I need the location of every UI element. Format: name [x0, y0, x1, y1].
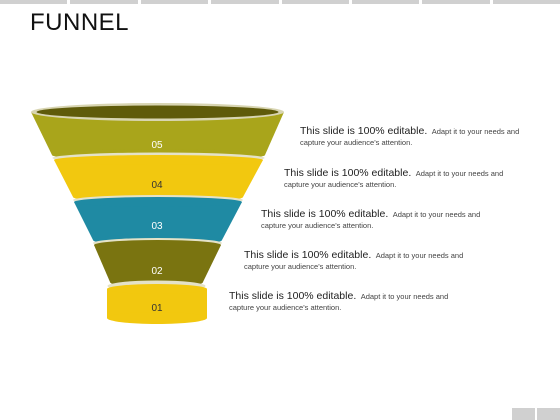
- description-lead: This slide is 100% editable.: [300, 125, 428, 137]
- description-line2: capture your audience's attention.: [229, 303, 342, 312]
- description-line2: capture your audience's attention.: [244, 262, 357, 271]
- level-number-03: 03: [151, 221, 163, 232]
- top-bar-segment: [281, 0, 349, 4]
- level-number-01: 01: [151, 303, 163, 314]
- description-lead: This slide is 100% editable.: [244, 249, 372, 261]
- description-rest: Adapt it to your needs and: [392, 210, 481, 219]
- description-lead: This slide is 100% editable.: [261, 208, 389, 220]
- description-line2: capture your audience's attention.: [300, 138, 413, 147]
- level-05-description: This slide is 100% editable. Adapt it to…: [300, 125, 560, 148]
- description-rest: Adapt it to your needs and: [375, 251, 464, 260]
- footer-box: [512, 408, 535, 420]
- description-line2: capture your audience's attention.: [261, 221, 374, 230]
- funnel-level-05[interactable]: [31, 103, 284, 161]
- level-03-description: This slide is 100% editable. Adapt it to…: [261, 208, 560, 231]
- level-number-02: 02: [151, 266, 163, 277]
- top-bar-segment: [492, 0, 560, 4]
- level-number-05: 05: [151, 140, 163, 151]
- description-lead: This slide is 100% editable.: [229, 290, 357, 302]
- level-number-04: 04: [151, 180, 163, 191]
- level-01-description: This slide is 100% editable. Adapt it to…: [229, 290, 529, 313]
- description-rest: Adapt it to your needs and: [415, 169, 504, 178]
- top-bar-segment: [0, 0, 68, 4]
- top-bar-segment: [70, 0, 138, 4]
- top-bar-segment: [140, 0, 209, 4]
- level-04-description: This slide is 100% editable. Adapt it to…: [284, 167, 560, 190]
- footer-box: [537, 408, 560, 420]
- top-bar-segment: [422, 0, 490, 4]
- funnel-level-04[interactable]: [54, 155, 263, 203]
- top-bar-segment: [351, 0, 420, 4]
- funnel-level-01[interactable]: [107, 284, 207, 324]
- description-lead: This slide is 100% editable.: [284, 167, 412, 179]
- level-02-description: This slide is 100% editable. Adapt it to…: [244, 249, 544, 272]
- description-rest: Adapt it to your needs and: [431, 127, 520, 136]
- description-rest: Adapt it to your needs and: [360, 292, 449, 301]
- funnel-level-03[interactable]: [74, 197, 242, 246]
- slide-title: FUNNEL: [30, 9, 130, 36]
- footer-decorative-boxes: [512, 408, 560, 420]
- top-bar-segment: [211, 0, 279, 4]
- description-line2: capture your audience's attention.: [284, 180, 397, 189]
- top-decorative-bar: [0, 0, 560, 4]
